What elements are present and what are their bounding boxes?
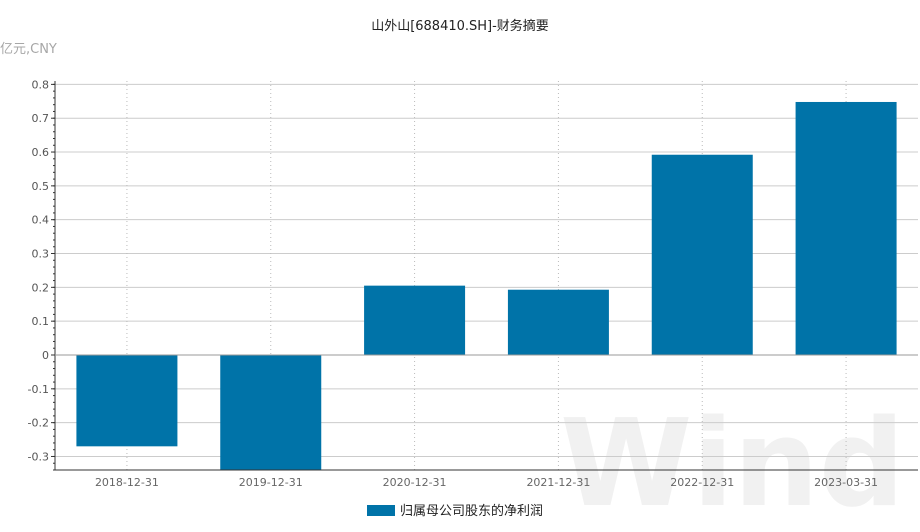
x-tick-label: 2021-12-31 [526,476,590,489]
y-tick-label: 0.4 [32,214,50,227]
bars [76,101,897,470]
y-tick-label: -0.3 [28,450,49,463]
legend: 归属母公司股东的净利润 [367,503,543,519]
bar-2023-03-31 [795,101,897,355]
x-tick-label: 2018-12-31 [95,476,159,489]
legend-swatch [367,505,395,516]
unit-label: 亿元,CNY [0,42,57,57]
x-axis-ticks: 2018-12-31 2019-12-31 2020-12-31 2021-12-31… [95,476,878,489]
y-tick-label: 0.2 [32,281,50,294]
x-tick-label: 2019-12-31 [239,476,303,489]
x-tick-label: 2020-12-31 [383,476,447,489]
x-tick-label: 2023-03-31 [814,476,878,489]
chart-title: 山外山[688410.SH]-财务摘要 [371,18,549,34]
y-tick-label: 0.7 [32,112,50,125]
y-tick-label: 0.6 [32,146,50,159]
watermark-logo: Wind [560,395,905,532]
bar-2020-12-31 [364,285,466,355]
y-axis-ticks: 0.8 0.7 0.6 0.5 0.4 0.3 0.2 0.1 0 -0.1 -0.2 -0.3 [28,78,55,471]
bar-2022-12-31 [651,154,753,355]
y-tick-label: 0 [42,349,49,362]
y-tick-label: 0.8 [32,78,50,91]
y-tick-label: -0.1 [28,383,49,396]
bar-2018-12-31 [76,354,178,447]
bar-2021-12-31 [507,289,609,355]
bar-2019-12-31 [220,354,322,470]
y-tick-label: 0.1 [32,315,50,328]
y-tick-label: 0.5 [32,180,50,193]
y-tick-label: -0.2 [28,417,49,430]
legend-label: 归属母公司股东的净利润 [400,503,543,519]
axes [54,81,918,471]
y-tick-label: 0.3 [32,248,50,261]
x-tick-label: 2022-12-31 [670,476,734,489]
